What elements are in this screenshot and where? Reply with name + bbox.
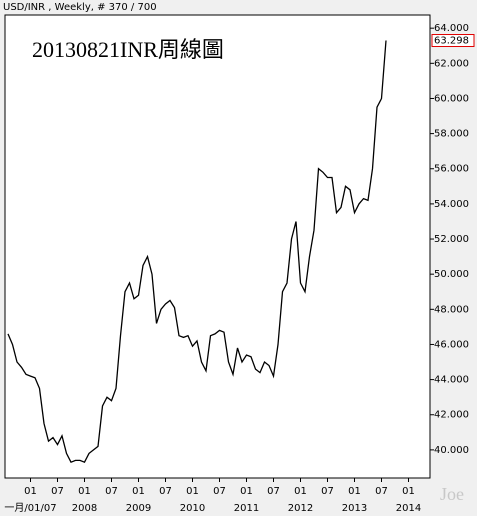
y-tick-label: 58.000 [434,129,469,140]
price-line [7,40,387,464]
y-tick-label: 56.000 [434,164,469,175]
x-tick-label: 01 [132,486,145,497]
year-label: 2012 [288,503,313,514]
x-tick-label: 07 [159,486,172,497]
chart-header: USD/INR , Weekly, # 370 / 700 [3,2,157,13]
watermark: Joe [440,484,464,504]
y-tick-label: 50.000 [434,269,469,280]
x-tick-label: 07 [51,486,64,497]
year-label: 2011 [234,503,259,514]
x-tick-label: 01 [186,486,199,497]
y-tick-label: 52.000 [434,234,469,245]
year-label: 2014 [396,503,421,514]
y-tick-label: 64.000 [434,23,469,34]
x-tick-label: 07 [375,486,388,497]
year-label: 2010 [180,503,205,514]
y-tick-label: 44.000 [434,375,469,386]
y-tick-label: 54.000 [434,199,469,210]
y-tick-label: 46.000 [434,339,469,350]
year-label: 一月/01/07 [4,502,56,514]
chart-title: 20130821INR周線圖 [32,37,224,62]
y-tick-label: 62.000 [434,58,469,69]
x-tick-label: 07 [105,486,118,497]
x-tick-label: 01 [348,486,361,497]
x-tick-label: 07 [267,486,280,497]
x-tick-label: 01 [78,486,91,497]
y-tick-label: 48.000 [434,304,469,315]
x-tick-label: 07 [321,486,334,497]
last-price-box [431,34,475,48]
x-tick-label: 01 [294,486,307,497]
x-tick-label: 07 [213,486,226,497]
x-tick-label: 01 [240,486,253,497]
x-tick-label: 01 [402,486,415,497]
y-tick-label: 42.000 [434,410,469,421]
year-label: 2009 [126,503,151,514]
plot-area [4,14,431,479]
y-tick-label: 40.000 [434,445,469,456]
y-tick-label: 60.000 [434,93,469,104]
last-price-label: 63.298 [434,36,469,47]
year-label: 2008 [72,503,97,514]
x-tick-label: 01 [24,486,37,497]
year-label: 2013 [342,503,367,514]
